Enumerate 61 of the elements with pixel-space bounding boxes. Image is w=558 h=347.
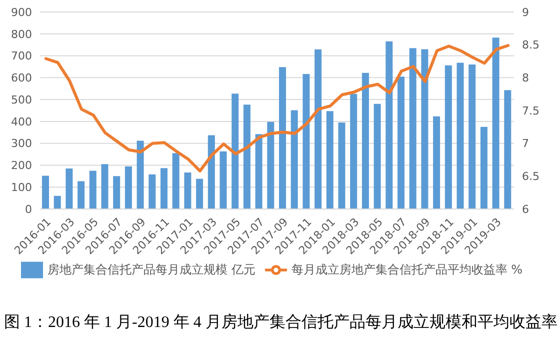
bar [124, 166, 132, 209]
bar [267, 122, 274, 209]
bar [89, 170, 96, 209]
bar [136, 140, 144, 209]
bar [184, 172, 192, 209]
y-tick-label: 500 [11, 93, 32, 106]
bar [444, 65, 452, 209]
y-tick-label: 800 [11, 28, 32, 41]
legend-label: 每月成立房地产集合信托产品平均收益率 % [291, 262, 523, 276]
y2-tick-label: 6.5 [522, 170, 540, 184]
bar [468, 64, 476, 209]
bar [362, 72, 369, 209]
y-tick-label: 600 [11, 72, 32, 85]
bar [492, 38, 500, 209]
y2-tick-label: 9 [522, 6, 529, 19]
bar [386, 41, 393, 209]
text: 图 1：2016 年 1 月-2019 年 4 月房地产集合信托产品每月成立规模和平均收益率 [4, 312, 558, 333]
bar [160, 168, 168, 209]
bar [243, 104, 250, 209]
y-tick-label: 300 [11, 137, 32, 150]
legend-label: 房地产集合信托产品每月成立规模 亿元 [47, 262, 256, 276]
bar [504, 90, 512, 209]
bar [232, 94, 239, 209]
bar [350, 94, 358, 209]
bar [208, 135, 215, 209]
y-tick-label: 400 [11, 115, 32, 128]
bar [338, 122, 346, 209]
bar [42, 176, 49, 209]
line-series [44, 44, 510, 172]
bar [480, 126, 488, 209]
y2-tick-label: 8.5 [522, 38, 540, 52]
bar [456, 62, 464, 209]
bar [409, 48, 416, 209]
bar [290, 110, 298, 209]
bar [113, 176, 120, 209]
bar [374, 104, 381, 209]
bar [54, 196, 61, 209]
y2-tick-label: 7 [522, 137, 529, 150]
bar [66, 168, 73, 209]
bar [433, 116, 440, 209]
y-tick-label: 200 [11, 159, 32, 172]
bar [172, 153, 180, 209]
y2-tick-label: 7.5 [522, 104, 540, 118]
bar [220, 151, 227, 209]
bar [196, 178, 204, 209]
bar [421, 49, 428, 209]
y2-tick-label: 6 [522, 202, 529, 216]
y-tick-label: 100 [11, 181, 32, 194]
y-tick-label: 900 [11, 6, 32, 19]
bar [314, 49, 322, 209]
bar [101, 164, 108, 209]
bar [148, 174, 156, 209]
bar [326, 111, 334, 209]
y2-tick-label: 8 [522, 72, 529, 85]
bar [279, 67, 286, 209]
bar [398, 76, 404, 209]
bar [302, 74, 310, 209]
y-tick-label: 700 [11, 50, 32, 63]
y-tick-label: 0 [25, 202, 32, 216]
bar [255, 134, 262, 209]
bar [78, 181, 85, 209]
